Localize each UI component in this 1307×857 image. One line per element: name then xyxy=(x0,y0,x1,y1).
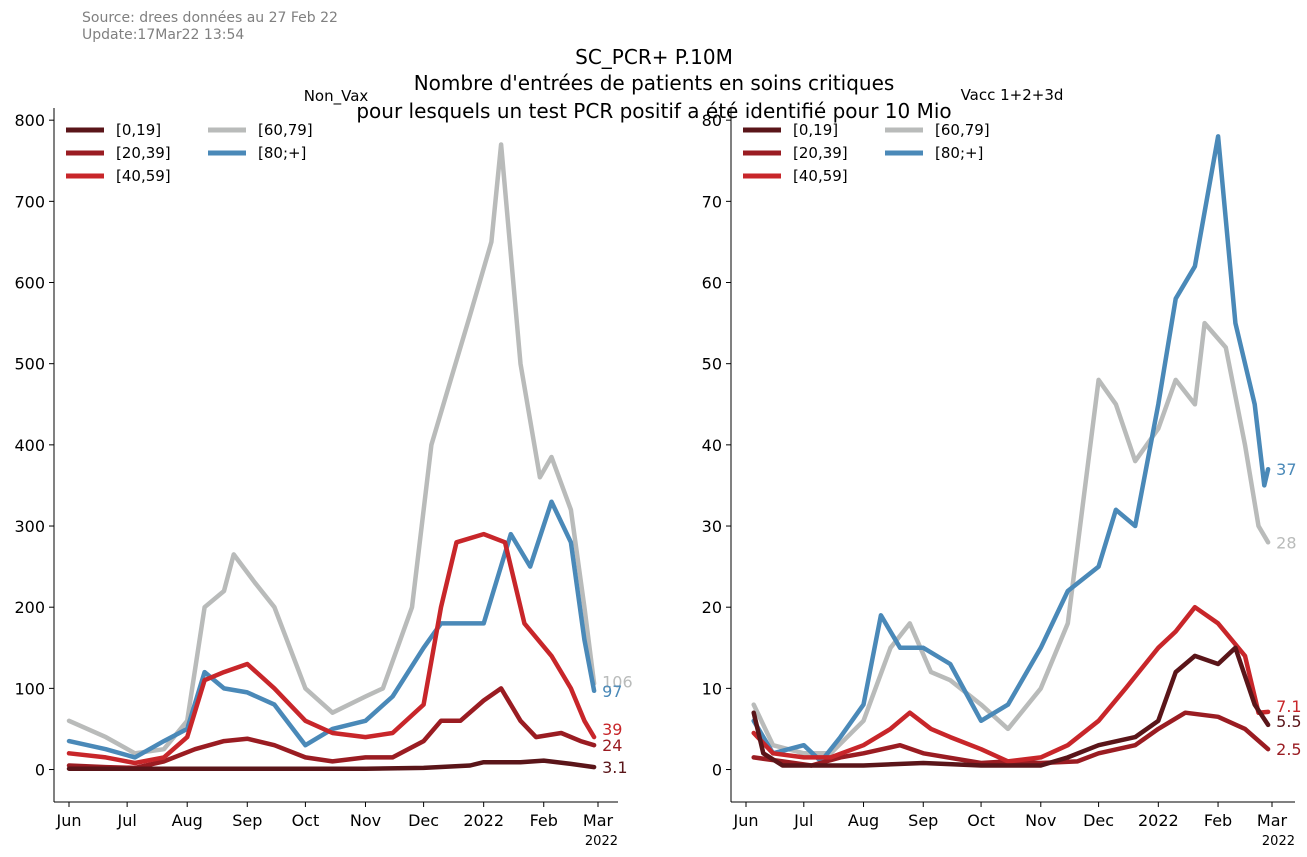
x-tick-label: 2022 xyxy=(1138,811,1179,830)
legend-label: [40,59] xyxy=(793,167,848,185)
x-tick-label: Mar xyxy=(583,811,614,830)
x-axis-offset-year: 2022 xyxy=(585,834,618,849)
legend-label: [20,39] xyxy=(116,144,171,162)
y-tick-label: 700 xyxy=(14,192,45,211)
y-tick-label: 400 xyxy=(14,436,45,455)
legend: [0,19] [20,39] [40,59] [60,79] [80;+] xyxy=(743,121,990,185)
series-line-[0,19] xyxy=(751,645,1271,768)
x-tick-label: Jul xyxy=(116,811,136,830)
series-end-label: 39 xyxy=(602,720,622,739)
x-tick-label: Jul xyxy=(793,811,813,830)
series-line-[0,19] xyxy=(66,758,597,771)
series-end-label: 106 xyxy=(602,672,633,691)
figure-title-line1: SC_PCR+ P.10M xyxy=(575,45,733,69)
x-tick-label: Feb xyxy=(530,811,558,830)
series-line-[20,39] xyxy=(751,710,1271,768)
y-tick-label: 10 xyxy=(702,679,722,698)
legend-label: [80;+] xyxy=(935,144,983,162)
legend-label: [0,19] xyxy=(793,121,838,139)
x-tick-label: Sep xyxy=(232,811,262,830)
legend: [0,19] [20,39] [40,59] [60,79] [80;+] xyxy=(66,121,313,185)
series-end-label: 28 xyxy=(1276,533,1296,552)
legend-label: [80;+] xyxy=(258,144,306,162)
series-end-label: 2.5 xyxy=(1276,740,1301,759)
x-tick-label: Aug xyxy=(848,811,879,830)
x-tick-label: Sep xyxy=(908,811,938,830)
x-axis-offset-year: 2022 xyxy=(1262,834,1295,849)
x-tick-label: Aug xyxy=(172,811,203,830)
y-tick-label: 0 xyxy=(35,761,45,780)
y-tick-label: 40 xyxy=(702,436,722,455)
series-line-[80;+] xyxy=(751,134,1271,764)
series-line-[60,79] xyxy=(66,142,597,756)
y-tick-label: 800 xyxy=(14,111,45,130)
series-end-label: 3.1 xyxy=(602,758,627,777)
series-line-[40,59] xyxy=(66,531,597,766)
x-tick-label: Mar xyxy=(1257,811,1288,830)
x-tick-label: Jun xyxy=(56,811,82,830)
x-tick-label: Jun xyxy=(733,811,759,830)
series-end-label: 24 xyxy=(602,736,622,755)
figure-title-line3: pour lesquels un test PCR positif a été … xyxy=(356,99,951,123)
y-tick-label: 70 xyxy=(702,192,722,211)
update-note: Update:17Mar22 13:54 xyxy=(82,27,244,43)
x-tick-label: Nov xyxy=(350,811,381,830)
panel-title-nonvax: Non_Vax xyxy=(304,87,369,106)
source-note: Source: drees données au 27 Feb 22 xyxy=(82,10,338,26)
series-line-[40,59] xyxy=(751,604,1271,764)
y-tick-label: 80 xyxy=(702,111,722,130)
legend-label: [60,79] xyxy=(258,121,313,139)
legend-label: [40,59] xyxy=(116,167,171,185)
y-tick-label: 100 xyxy=(14,679,45,698)
x-tick-label: Oct xyxy=(292,811,320,830)
series-line-[60,79] xyxy=(751,320,1271,756)
y-tick-label: 60 xyxy=(702,274,722,293)
x-tick-label: Dec xyxy=(1083,811,1114,830)
y-tick-label: 0 xyxy=(712,761,722,780)
x-tick-label: Nov xyxy=(1025,811,1056,830)
x-tick-label: Feb xyxy=(1204,811,1232,830)
series-end-label: 5.5 xyxy=(1276,712,1301,731)
x-tick-label: 2022 xyxy=(463,811,504,830)
x-tick-label: Oct xyxy=(967,811,995,830)
legend-label: [0,19] xyxy=(116,121,161,139)
series-end-label: 97 xyxy=(602,682,622,701)
panel-vacc: 0 10 20 30 40 50 60 70 80 Jun Jul Aug Sep Oct Nov Dec 20… xyxy=(702,108,1302,849)
legend-label: [60,79] xyxy=(935,121,990,139)
y-tick-label: 200 xyxy=(14,598,45,617)
panel-title-vacc: Vacc 1+2+3d xyxy=(961,86,1064,104)
panel-nonvax: 0 100 200 300 400 500 600 700 800 Jun Jul Aug Sep Oct… xyxy=(14,108,633,849)
y-tick-label: 600 xyxy=(14,274,45,293)
y-tick-label: 30 xyxy=(702,517,722,536)
y-tick-label: 500 xyxy=(14,355,45,374)
series-line-[20,39] xyxy=(66,686,597,771)
y-tick-label: 20 xyxy=(702,598,722,617)
series-end-label: 37 xyxy=(1276,460,1296,479)
figure-title-line2: Nombre d'entrées de patients en soins cr… xyxy=(414,71,895,95)
legend-label: [20,39] xyxy=(793,144,848,162)
y-tick-label: 300 xyxy=(14,517,45,536)
series-line-[80;+] xyxy=(66,499,597,760)
y-tick-label: 50 xyxy=(702,355,722,374)
x-tick-label: Dec xyxy=(408,811,439,830)
series-end-label: 7.1 xyxy=(1276,697,1301,716)
